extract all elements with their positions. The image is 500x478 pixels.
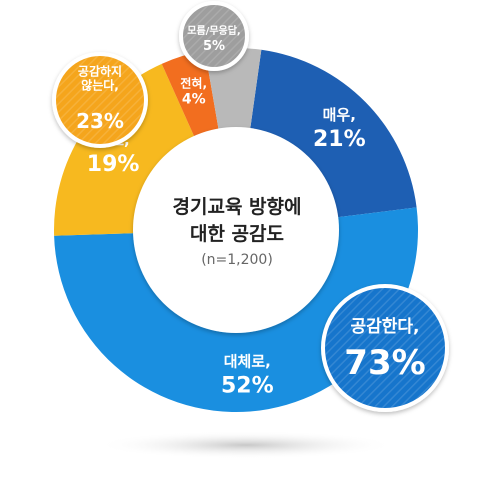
badge-name-label: 공감한다, <box>350 317 419 337</box>
slice-0 <box>248 49 417 219</box>
badge-value-label: 73% <box>344 343 425 383</box>
chart-title-line1: 경기교육 방향에 <box>173 196 302 218</box>
slice-value-label: 21% <box>313 127 366 152</box>
badge-0: 공감한다, 73% <box>321 284 449 412</box>
slice-label-1: 대체로, 52% <box>221 353 274 399</box>
badge-2: 모름/무응답, 5% <box>179 1 249 71</box>
floor-shadow <box>96 431 396 459</box>
slice-2 <box>54 63 199 236</box>
chart-subtitle: (n=1,200) <box>201 252 273 268</box>
badge-stripes <box>325 288 445 408</box>
chart-title-line2: 대한 공감도 <box>190 223 284 245</box>
center-title-group: 경기교육 방향에 대한 공감도 (n=1,200) <box>173 196 302 268</box>
slice-4 <box>204 48 262 140</box>
badge-name-label: 공감하지 않는다, <box>78 63 122 92</box>
badge-name-label: 모름/무응답, <box>187 25 240 37</box>
slice-value-label: 19% <box>87 152 140 177</box>
slice-name-label: 매우, <box>323 106 356 124</box>
badge-1: 공감하지 않는다, 23% <box>52 52 148 148</box>
slice-name-label: 대체로, <box>224 353 271 371</box>
slice-label-3: 전혀,4% <box>180 75 207 107</box>
badge-value-label: 23% <box>76 109 124 133</box>
donut-hole <box>133 127 339 333</box>
badges-group: 공감한다, 73% 공감하지 않는다, 23% 모름/무응답, 5% <box>52 1 449 412</box>
badge-stripes <box>56 56 144 144</box>
badge-value-label: 5% <box>203 39 225 54</box>
slice-label-0: 매우, 21% <box>313 106 366 152</box>
slice-value-label: 52% <box>221 374 274 399</box>
badge-stripes <box>183 5 245 67</box>
slice-3 <box>161 50 221 147</box>
slice-name-label: 전혀, <box>180 75 207 90</box>
slice-value-label: 4% <box>182 91 206 107</box>
